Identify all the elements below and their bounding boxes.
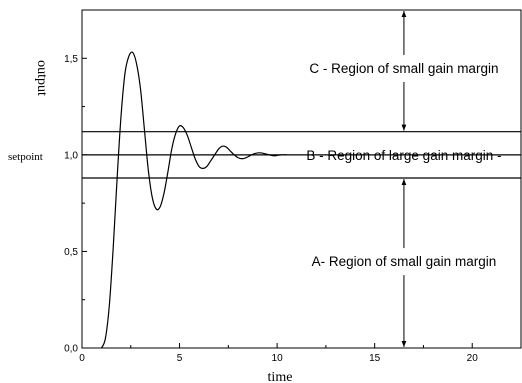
series-layer — [100, 51, 287, 349]
x-tick-label: 10 — [272, 353, 284, 364]
x-axis-title: time — [268, 370, 293, 383]
x-tick-label: 15 — [369, 353, 381, 364]
x-tick-label: 0 — [79, 353, 85, 364]
y-axis-title: output — [34, 60, 49, 96]
y-tick-label: 0,0 — [64, 344, 78, 355]
x-tick-label: 5 — [177, 353, 183, 364]
setpoint-label: setpoint — [8, 151, 43, 163]
y-tick-label: 1,0 — [64, 150, 78, 161]
region-label-2: A- Region of small gain margin — [312, 254, 497, 269]
plot-frame — [81, 9, 522, 349]
axes: 0 5 10 15 20 0,0 0,5 1,0 1,5 — [64, 9, 522, 364]
y-tick-label: 1,5 — [64, 54, 78, 65]
series-line-0 — [100, 51, 287, 349]
region-label-1: B - Region of large gain margin - — [306, 148, 501, 163]
y-tick-label: 0,5 — [64, 247, 78, 258]
region-label-0: C - Region of small gain margin — [309, 61, 498, 76]
gain-margin-band — [82, 131, 521, 179]
annotations: C - Region of small gain margin B - Regio… — [306, 11, 501, 347]
x-tick-label: 20 — [467, 353, 479, 364]
